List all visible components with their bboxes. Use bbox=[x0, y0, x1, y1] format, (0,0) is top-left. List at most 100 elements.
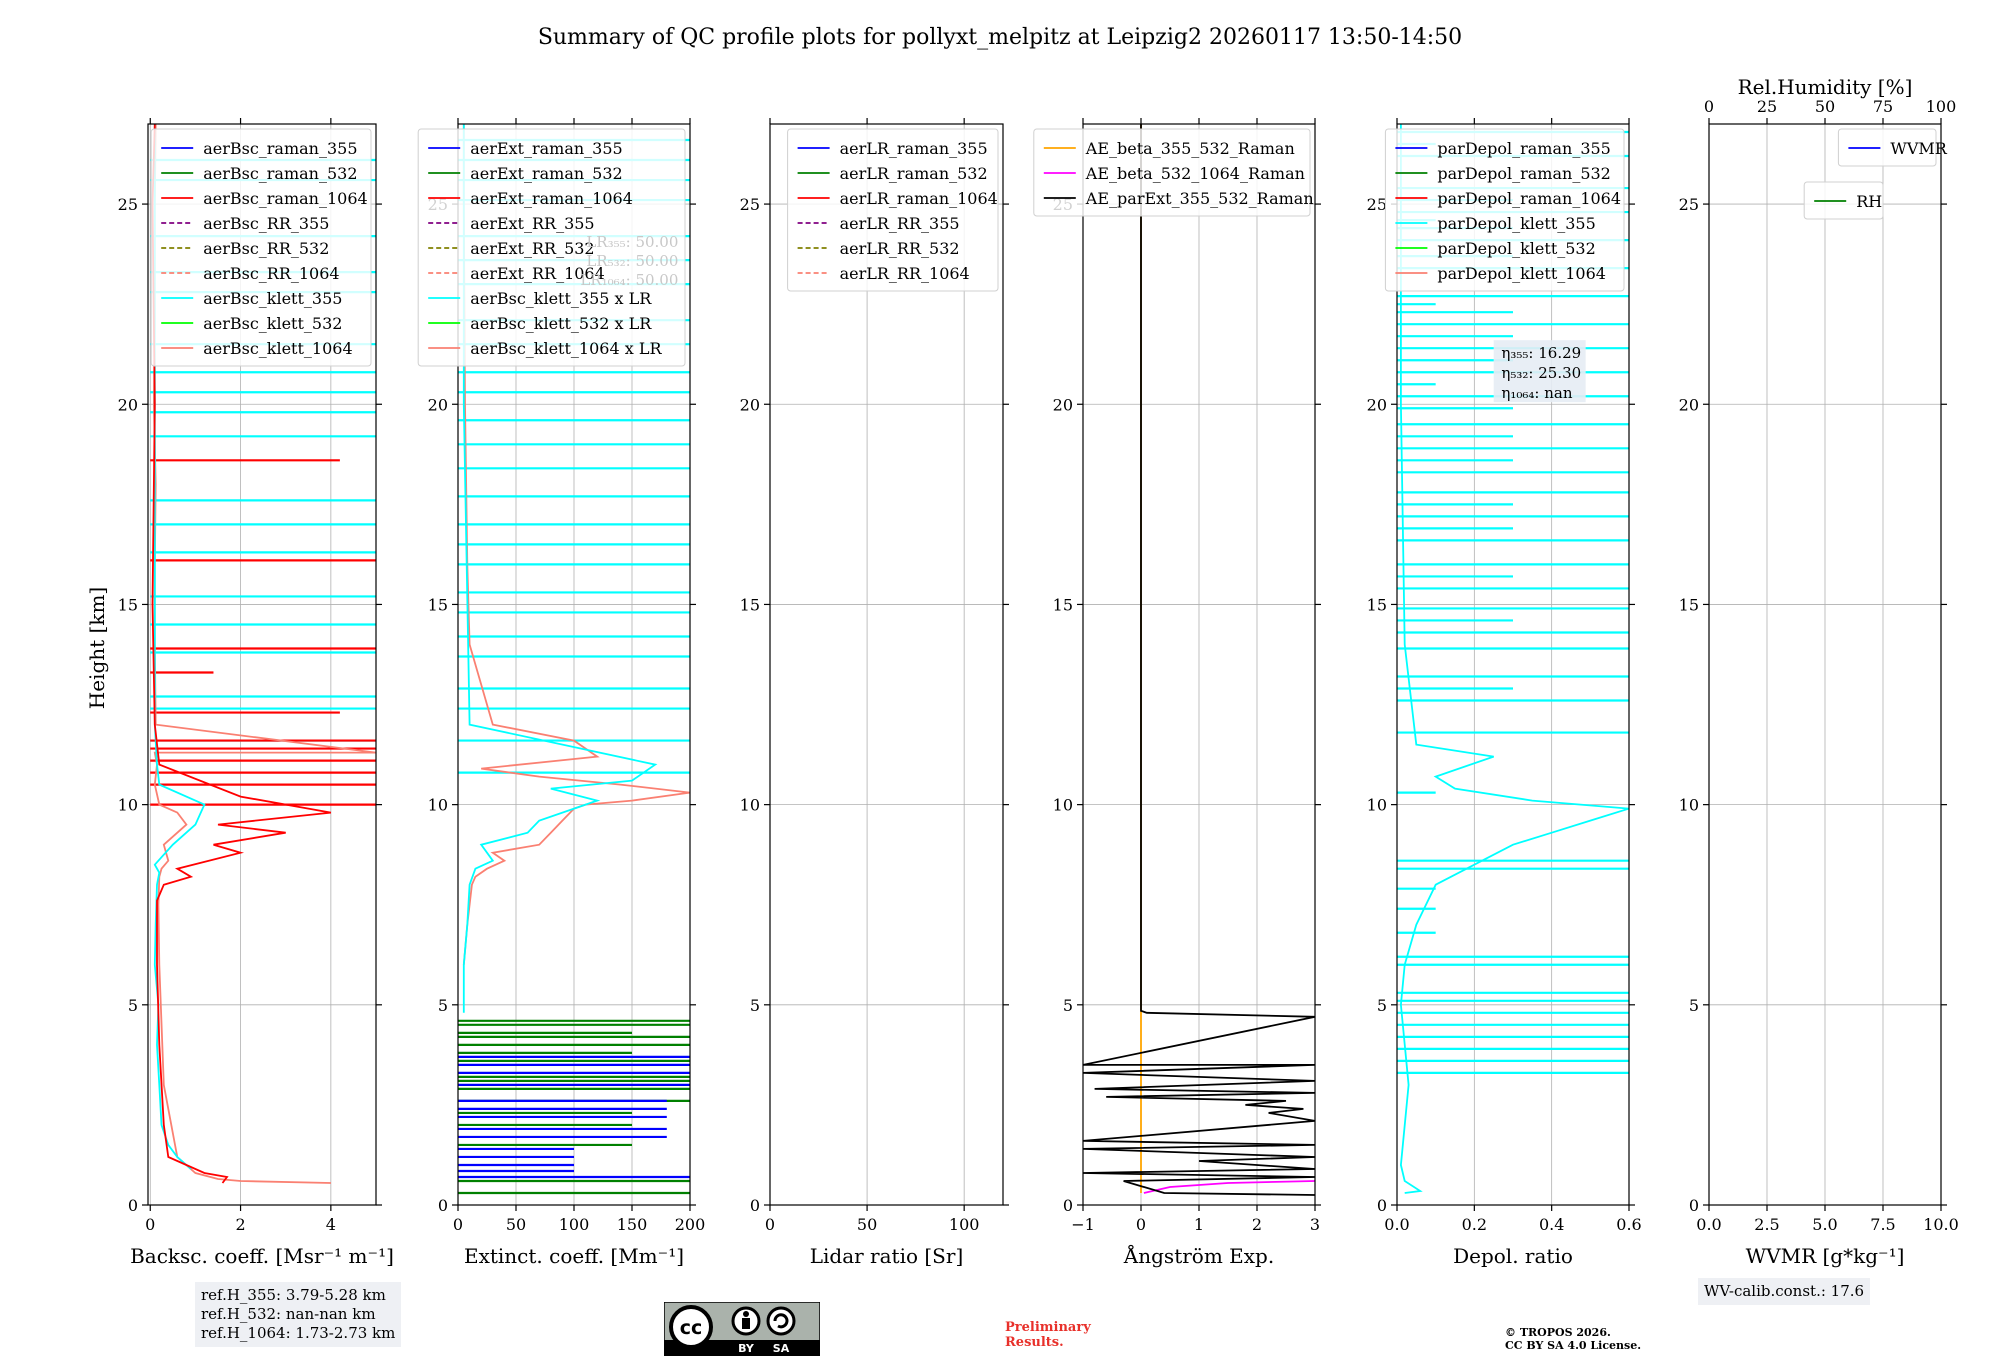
lidar-ratio-note: LR₅₃₂: 50.00 bbox=[586, 252, 678, 270]
y-tick-label: 10 bbox=[1367, 796, 1387, 815]
legend-box bbox=[1033, 128, 1311, 217]
y-tick-label: 10 bbox=[1679, 796, 1699, 815]
x-axis-label: WVMR [g*kg⁻¹] bbox=[1746, 1244, 1905, 1268]
series-aerBsc_klett_1064 x LR bbox=[462, 124, 690, 965]
legend-label: aerBsc_RR_532 bbox=[203, 239, 329, 258]
legend-box bbox=[1837, 128, 1937, 167]
x-axis-label: Depol. ratio bbox=[1453, 1244, 1573, 1268]
legend-label: aerLR_RR_1064 bbox=[840, 264, 970, 283]
legend-label: parDepol_raman_355 bbox=[1437, 139, 1610, 158]
x-tick-label: 0.4 bbox=[1539, 1215, 1564, 1234]
x-tick-label: 10.0 bbox=[1923, 1215, 1959, 1234]
preliminary-note: Preliminary Results. bbox=[1005, 1320, 1091, 1350]
legend-label: aerBsc_raman_1064 bbox=[203, 189, 368, 208]
legend-label: aerBsc_klett_532 bbox=[203, 314, 342, 333]
legend: AE_beta_355_532_Raman AE_beta_532_1064_Ra… bbox=[1033, 128, 1314, 217]
copyright-line-1: © TROPOS 2026. bbox=[1505, 1326, 1611, 1339]
legend: aerLR_raman_355 aerLR_raman_532 aerLR_rama… bbox=[787, 128, 999, 292]
panel-lidar_ratio: 0 50 100 0 5 10 15 20 25 Lidar ratio [Sr] aerLR_ra… bbox=[740, 118, 1009, 1268]
x-tick-label: 2 bbox=[1252, 1215, 1262, 1234]
y-tick-label: 5 bbox=[750, 996, 760, 1015]
legend-label: aerBsc_klett_1064 bbox=[203, 339, 352, 358]
y-tick-label: 25 bbox=[740, 195, 760, 214]
y-tick-label: 0 bbox=[750, 1196, 760, 1215]
legend-label: aerLR_RR_355 bbox=[840, 214, 960, 233]
wv-calib-box: WV-calib.const.: 17.6 bbox=[1698, 1278, 1871, 1305]
y-tick-label: 20 bbox=[1679, 395, 1699, 414]
legend-label: aerLR_RR_532 bbox=[840, 239, 960, 258]
figure-title: Summary of QC profile plots for pollyxt_… bbox=[538, 25, 1462, 50]
x-axis-label: Lidar ratio [Sr] bbox=[810, 1244, 964, 1268]
preliminary-line-1: Preliminary bbox=[1005, 1320, 1091, 1335]
x-tick-label: 0.2 bbox=[1462, 1215, 1487, 1234]
legend-label: parDepol_raman_532 bbox=[1437, 164, 1610, 183]
x-tick-label: −1 bbox=[1071, 1215, 1095, 1234]
y-tick-label: 15 bbox=[428, 595, 448, 614]
legend-label: aerBsc_klett_1064 x LR bbox=[470, 339, 662, 358]
y-tick-label: 5 bbox=[128, 996, 138, 1015]
eta-note: η₁₀₆₄: nan bbox=[1501, 384, 1572, 402]
y-tick-label: 15 bbox=[1679, 595, 1699, 614]
y-tick-label: 5 bbox=[438, 996, 448, 1015]
y-tick-label: 0 bbox=[1689, 1196, 1699, 1215]
y-tick-label: 5 bbox=[1377, 996, 1387, 1015]
eta-note: η₅₃₂: 25.30 bbox=[1501, 364, 1581, 382]
legend-label: aerBsc_klett_355 x LR bbox=[470, 289, 652, 308]
legend-label: parDepol_raman_1064 bbox=[1437, 189, 1621, 208]
y-tick-label: 0 bbox=[438, 1196, 448, 1215]
legend-label: aerBsc_RR_355 bbox=[203, 214, 329, 233]
legend-label: aerExt_RR_355 bbox=[470, 214, 594, 233]
copyright-line-2: CC BY SA 4.0 License. bbox=[1505, 1339, 1642, 1352]
cc-text: cc bbox=[680, 1317, 703, 1339]
top-tick-label: 0 bbox=[1704, 97, 1714, 116]
legend: parDepol_raman_355 parDepol_raman_532 parD… bbox=[1384, 128, 1625, 292]
x-tick-label: 7.5 bbox=[1870, 1215, 1895, 1234]
series-aerBsc_klett_355 bbox=[153, 124, 206, 1170]
legend-label: AE_beta_532_1064_Raman bbox=[1085, 164, 1305, 183]
legend-label: aerBsc_RR_1064 bbox=[203, 264, 339, 283]
legend-label: aerExt_raman_532 bbox=[470, 164, 623, 183]
by-text: BY bbox=[738, 1342, 755, 1355]
x-tick-label: 4 bbox=[326, 1215, 336, 1234]
wv-calib-const: WV-calib.const.: 17.6 bbox=[1704, 1282, 1865, 1300]
legend: aerBsc_raman_355 aerBsc_raman_532 aerBsc_r… bbox=[150, 128, 372, 367]
x-axis-label: Extinct. coeff. [Mm⁻¹] bbox=[464, 1244, 684, 1268]
legend-label: WVMR bbox=[1890, 139, 1947, 158]
panel-depol: 0.0 0.2 0.4 0.6 0 5 10 15 20 25 Depol. ratio parDep… bbox=[1367, 118, 1642, 1268]
x-tick-label: 0 bbox=[453, 1215, 463, 1234]
y-tick-label: 20 bbox=[1367, 395, 1387, 414]
panel-extinction: 0501001502000510152025Extinct. coeff. [M… bbox=[417, 118, 706, 1268]
y-tick-label: 15 bbox=[1367, 595, 1387, 614]
legend-label: aerBsc_klett_355 bbox=[203, 289, 342, 308]
legend-box bbox=[150, 128, 372, 367]
series-aerBsc_klett_355 x LR bbox=[462, 124, 658, 1013]
x-tick-label: 50 bbox=[506, 1215, 526, 1234]
y-tick-label: 0 bbox=[1063, 1196, 1073, 1215]
legend-label: aerLR_raman_355 bbox=[840, 139, 988, 158]
y-tick-label: 15 bbox=[1053, 595, 1073, 614]
y-tick-label: 20 bbox=[428, 395, 448, 414]
legend-label: aerBsc_raman_532 bbox=[203, 164, 357, 183]
legend-label: aerExt_raman_355 bbox=[470, 139, 623, 158]
panel-wv: 0.0 2.5 5.0 7.5 10.0 0 5 10 15 20 25 0 25 50 75 100 Rel.… bbox=[1679, 75, 1959, 1268]
x-tick-label: 0.6 bbox=[1616, 1215, 1641, 1234]
y-tick-label: 5 bbox=[1063, 996, 1073, 1015]
cc-icon bbox=[669, 1305, 713, 1349]
legend-label: parDepol_klett_532 bbox=[1437, 239, 1595, 258]
x-tick-label: 2 bbox=[235, 1215, 245, 1234]
panel-backscatter: 0 2 4 0 5 10 15 20 25 Backsc. coeff. [Msr⁻¹ m⁻¹] a… bbox=[118, 118, 394, 1268]
data-layer bbox=[1083, 124, 1315, 1196]
legend-label: parDepol_klett_1064 bbox=[1437, 264, 1606, 283]
top-axis-label: Rel.Humidity [%] bbox=[1738, 75, 1913, 99]
top-tick-label: 25 bbox=[1757, 97, 1777, 116]
legend-label: aerLR_raman_1064 bbox=[840, 189, 998, 208]
series-AE_parExt_355_532_Raman bbox=[1083, 124, 1315, 1196]
series-aerBsc_raman_1064 bbox=[151, 124, 332, 1184]
top-tick-label: 75 bbox=[1873, 97, 1893, 116]
x-tick-label: 100 bbox=[949, 1215, 980, 1234]
y-tick-label: 10 bbox=[1053, 796, 1073, 815]
x-tick-label: 2.5 bbox=[1754, 1215, 1779, 1234]
x-tick-label: 200 bbox=[675, 1215, 706, 1234]
x-tick-label: 0 bbox=[765, 1215, 775, 1234]
